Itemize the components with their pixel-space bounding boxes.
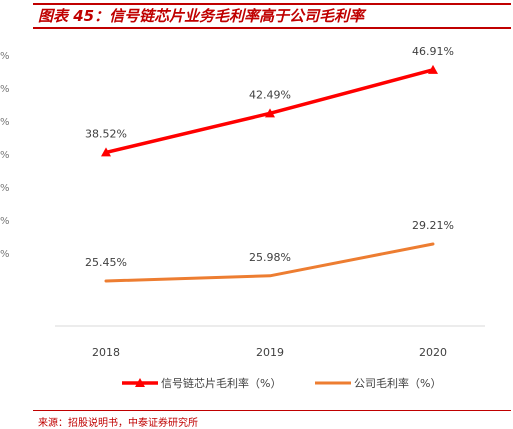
left-axis-fragment: %: [0, 150, 10, 161]
data-label: 25.98%: [249, 251, 291, 264]
data-label: 42.49%: [249, 88, 291, 101]
data-label: 46.91%: [412, 45, 454, 58]
series-1-point-marker: [428, 64, 438, 74]
series-1-point-marker: [101, 147, 111, 157]
x-tick-label: 2019: [256, 346, 284, 359]
data-label: 29.21%: [412, 219, 454, 232]
legend-marker-series-1: [135, 378, 145, 387]
data-label: 25.45%: [85, 256, 127, 269]
footer-rule: [33, 410, 511, 411]
x-tick-label: 2018: [92, 346, 120, 359]
left-axis-fragment: %: [0, 216, 10, 227]
title-bottom-rule: [33, 27, 511, 29]
left-axis-fragment: %: [0, 183, 10, 194]
series-line-2: [104, 242, 435, 283]
legend-label-series-2: 公司毛利率（%）: [354, 376, 441, 390]
left-axis-fragment: %: [0, 84, 10, 95]
source-note: 来源：招股说明书，中泰证券研究所: [38, 418, 198, 429]
x-tick-label: 2020: [419, 346, 447, 359]
data-label: 38.52%: [85, 127, 127, 140]
left-axis-fragment: %: [0, 117, 10, 128]
series-1-point-marker: [265, 108, 275, 118]
chart-title: 图表 45：信号链芯片业务毛利率高于公司毛利率: [38, 7, 365, 25]
title-top-rule: [33, 3, 511, 5]
legend-label-series-1: 信号链芯片毛利率（%）: [161, 376, 281, 390]
left-axis-fragment: %: [0, 51, 10, 62]
left-axis-fragment: %: [0, 249, 10, 260]
